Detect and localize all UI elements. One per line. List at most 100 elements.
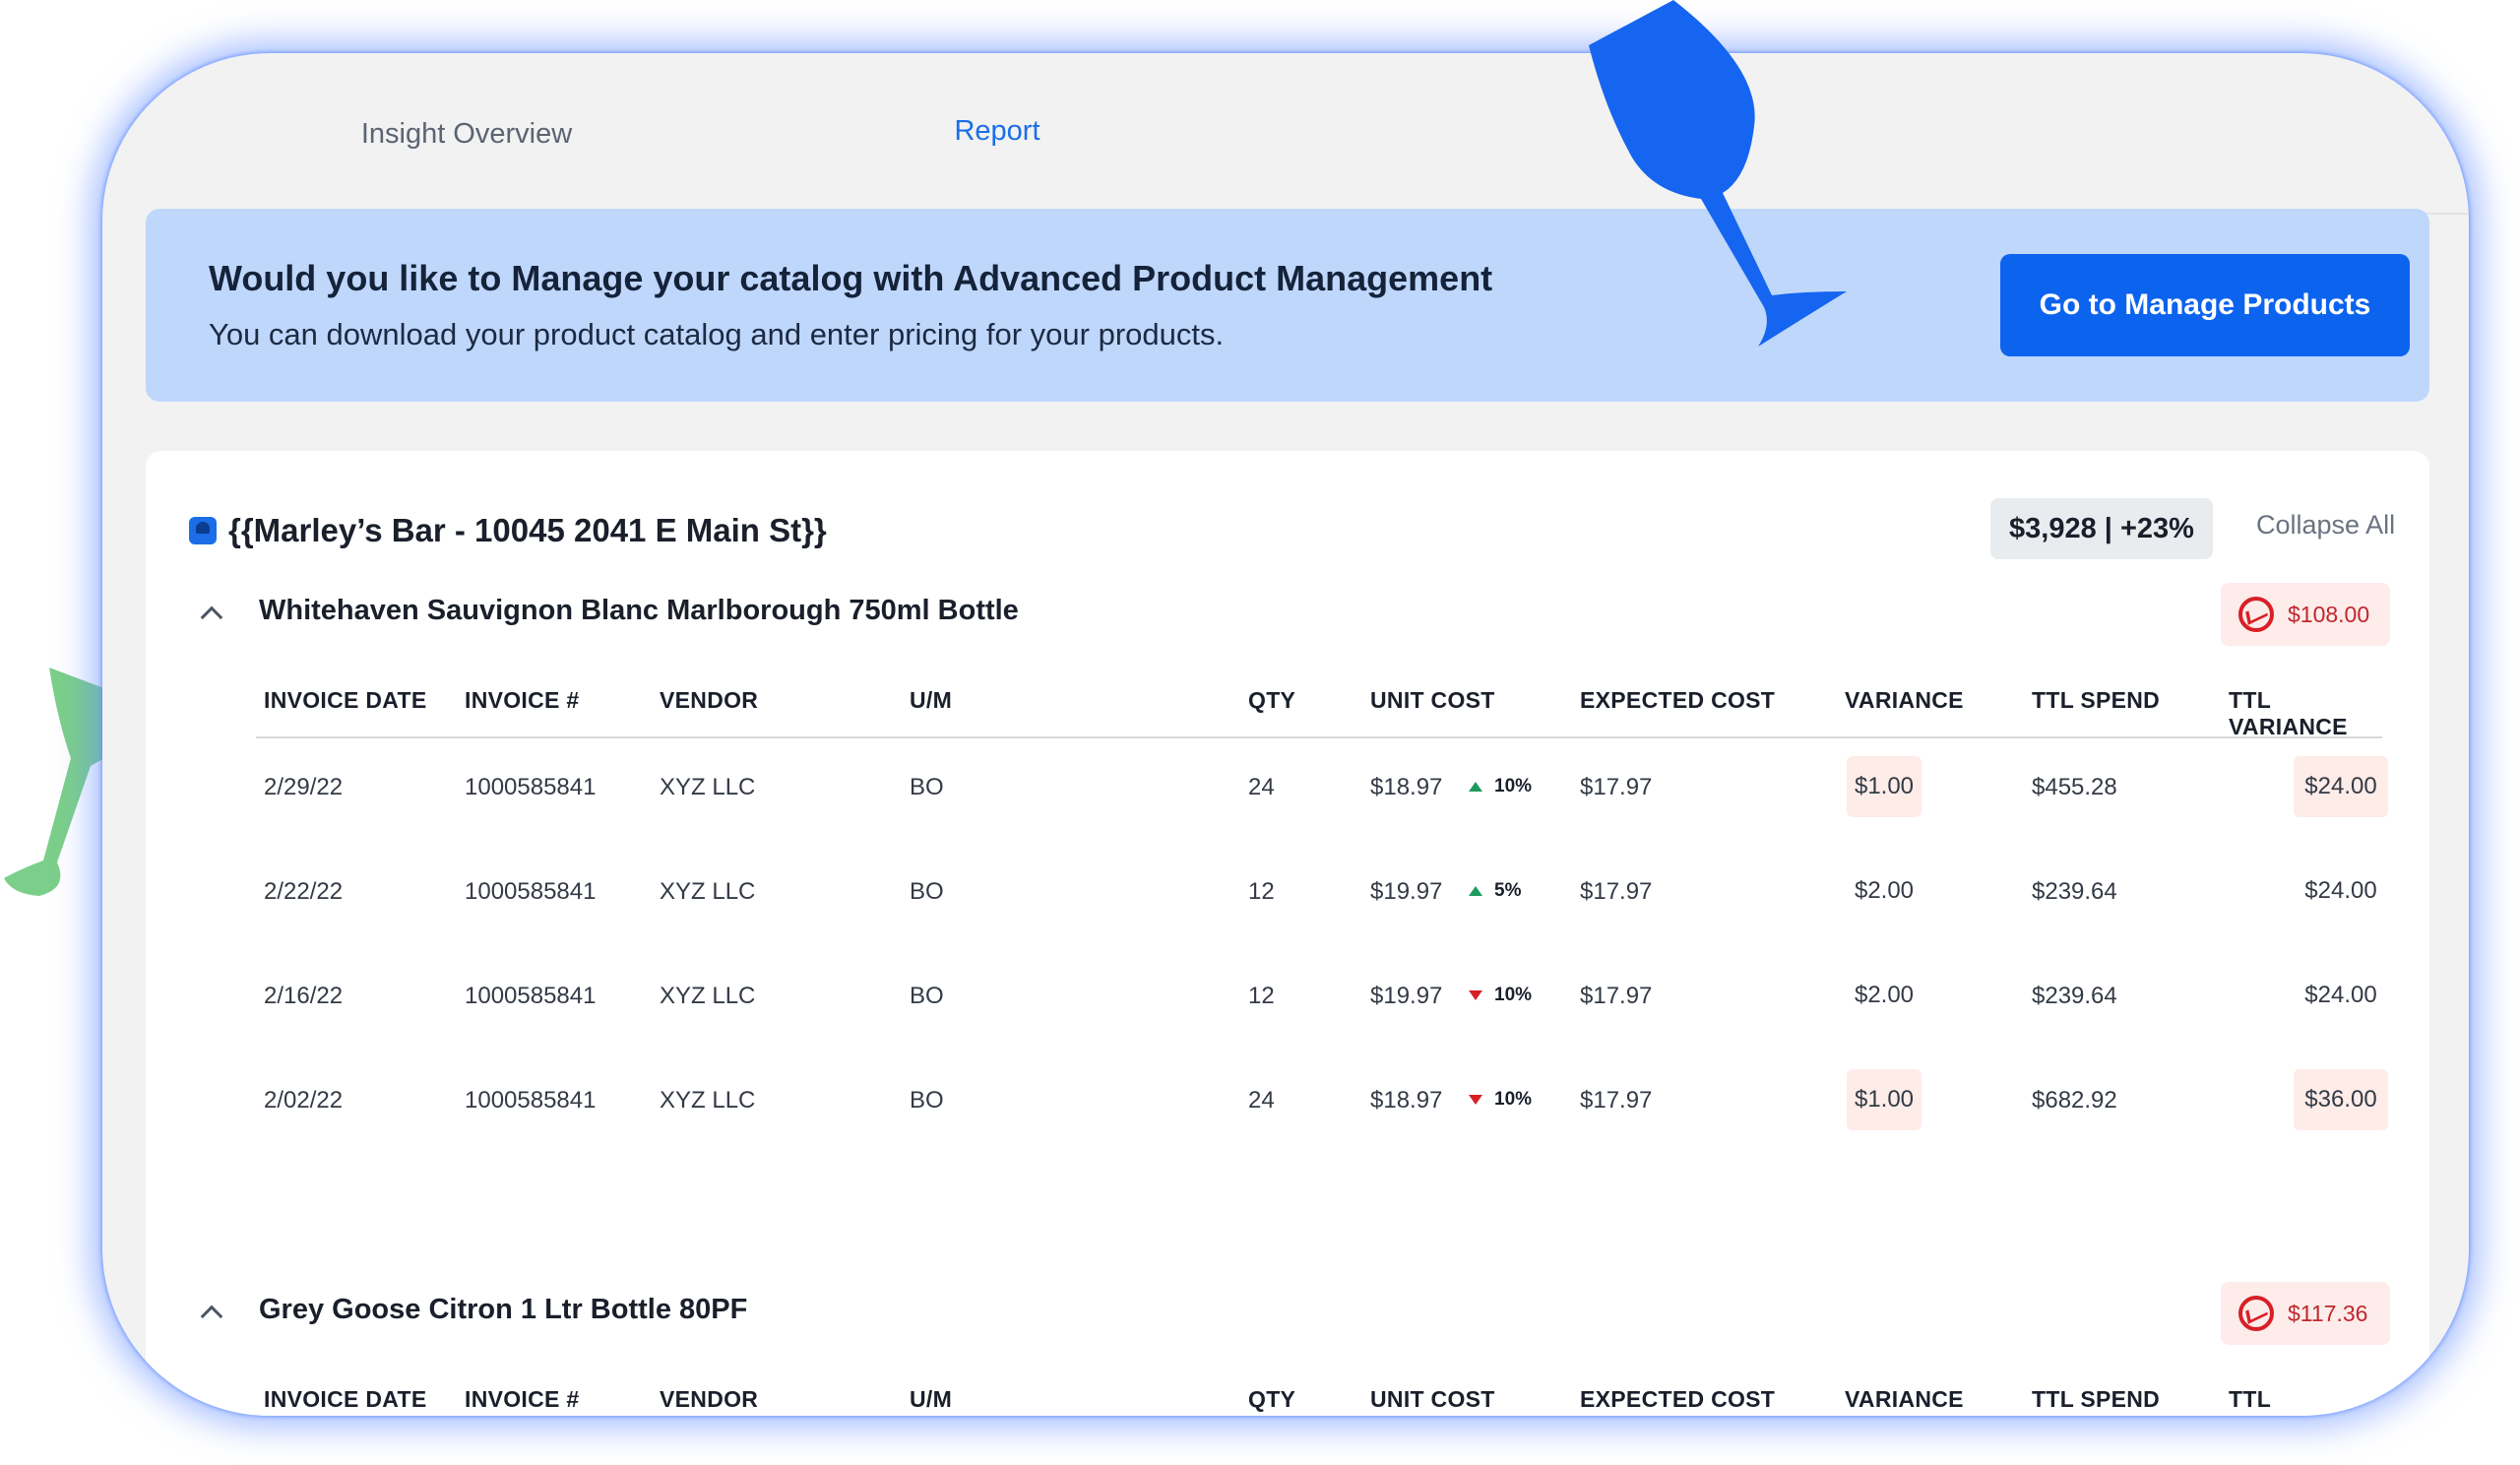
column-header: TTL SPEND: [2032, 687, 2161, 713]
ttl-variance-cell: $36.00: [2294, 1069, 2388, 1130]
price-trend: 10%: [1469, 985, 1532, 1006]
qty-cell: 24: [1248, 774, 1275, 800]
trend-percent: 10%: [1494, 776, 1533, 796]
alert-amount: $108.00: [2288, 601, 2370, 627]
tab-insight-overview[interactable]: Insight Overview: [360, 117, 573, 150]
expected-cell: $17.97: [1580, 1087, 1653, 1114]
ttl-variance-cell: $24.00: [2294, 756, 2388, 817]
invoice-cell: 1000585841: [465, 1087, 597, 1114]
expected-cell: $17.97: [1580, 983, 1653, 1009]
ttl-variance-cell: $24.00: [2304, 877, 2377, 904]
column-header: VARIANCE: [1845, 687, 1964, 713]
invoice-cell: 1000585841: [465, 983, 597, 1009]
column-header: UNIT COST: [1370, 687, 1495, 713]
variance-cell: $1.00: [1847, 1069, 1922, 1130]
variance-alert-badge[interactable]: $117.36: [2221, 1282, 2390, 1345]
qty-cell: 12: [1248, 983, 1275, 1009]
price-trend: 10%: [1469, 776, 1532, 797]
alert-amount: $117.36: [2288, 1300, 2368, 1326]
price-trend: 10%: [1469, 1089, 1532, 1111]
column-header: VENDOR: [660, 1386, 759, 1412]
column-header: TTL SPEND: [2032, 1386, 2161, 1412]
collapse-all-button[interactable]: Collapse All: [2256, 510, 2396, 540]
expected-cell: $17.97: [1580, 878, 1653, 905]
vendor-cell: XYZ LLC: [660, 1087, 756, 1114]
table-header: INVOICE DATE INVOICE # VENDOR U/M QTY UNIT CO…: [256, 669, 2382, 739]
table-row[interactable]: 2/02/22 1000585841 XYZ LLC BO 24 $18.97 $17.97…: [256, 1057, 2388, 1142]
invoice-cell: 1000585841: [465, 774, 597, 800]
column-header: EXPECTED COST: [1580, 1386, 1776, 1412]
column-header: INVOICE #: [465, 1386, 580, 1412]
location-name: {{Marley’s Bar - 10045 2041 E Main St}}: [228, 512, 827, 548]
ttl-spend-cell: $682.92: [2032, 1087, 2117, 1114]
trend-percent: 10%: [1494, 1089, 1533, 1110]
trend-down-icon: [1469, 990, 1482, 1000]
variance-alert-badge[interactable]: $108.00: [2221, 583, 2390, 646]
banner-subtitle: You can download your product catalog an…: [209, 317, 1225, 351]
column-header: TTL VARIANCE: [2229, 687, 2348, 739]
um-cell: BO: [910, 1087, 944, 1114]
product-name: Grey Goose Citron 1 Ltr Bottle 80PF: [259, 1294, 748, 1325]
app-frame: Insight Overview Report Would you like t…: [102, 53, 2469, 1416]
date-cell: 2/29/22: [264, 774, 344, 800]
expected-cell: $17.97: [1580, 774, 1653, 800]
tab-report[interactable]: Report: [778, 53, 1217, 215]
column-header: INVOICE #: [465, 687, 580, 713]
table-row[interactable]: 2/16/22 1000585841 XYZ LLC BO 12 $19.97 $17.97…: [256, 953, 2382, 1038]
go-to-manage-products-button[interactable]: Go to Manage Products: [2000, 254, 2410, 356]
vendor-cell: XYZ LLC: [660, 983, 756, 1009]
invoice-cell: 1000585841: [465, 878, 597, 905]
banner-title: Would you like to Manage your catalog wi…: [209, 258, 1493, 298]
variance-cell: $2.00: [1854, 877, 1915, 904]
ttl-variance-cell: $24.00: [2304, 982, 2377, 1008]
trend-percent: 10%: [1494, 985, 1533, 1005]
unit-cost-cell: $18.97: [1370, 1087, 1443, 1114]
store-icon: [189, 517, 217, 544]
column-header: U/M: [910, 687, 953, 713]
trend-up-icon: [1469, 886, 1482, 896]
ttl-spend-cell: $455.28: [2032, 774, 2117, 800]
um-cell: BO: [910, 878, 944, 905]
column-header: VENDOR: [660, 687, 759, 713]
chevron-up-icon[interactable]: [195, 1296, 228, 1329]
date-cell: 2/22/22: [264, 878, 344, 905]
um-cell: BO: [910, 774, 944, 800]
qty-cell: 12: [1248, 878, 1275, 905]
column-header: UNIT COST: [1370, 1386, 1495, 1412]
tab-bar: Insight Overview Report: [250, 53, 2469, 215]
report-card: {{Marley’s Bar - 10045 2041 E Main St}} …: [146, 451, 2429, 1416]
um-cell: BO: [910, 983, 944, 1009]
price-trend: 5%: [1469, 880, 1521, 902]
column-header: QTY: [1248, 1386, 1296, 1412]
variance-cell: $1.00: [1847, 756, 1922, 817]
location-header: {{Marley’s Bar - 10045 2041 E Main St}}: [189, 512, 827, 549]
trend-down-icon: [1469, 1095, 1482, 1105]
unit-cost-cell: $19.97: [1370, 983, 1443, 1009]
vendor-cell: XYZ LLC: [660, 774, 756, 800]
column-header: TTL VARIANCE: [2229, 1386, 2348, 1416]
wine-glass-icon: [1589, 0, 1847, 347]
trend-alert-icon: [2238, 597, 2274, 632]
promo-banner: Would you like to Manage your catalog wi…: [146, 209, 2429, 402]
table-row[interactable]: 2/22/22 1000585841 XYZ LLC BO 12 $19.97 $17.97…: [256, 849, 2382, 933]
unit-cost-cell: $19.97: [1370, 878, 1443, 905]
chevron-up-icon[interactable]: [195, 597, 228, 630]
table-row[interactable]: 2/29/22 1000585841 XYZ LLC BO 24 $18.97 $17.97…: [256, 744, 2388, 829]
unit-cost-cell: $18.97: [1370, 774, 1443, 800]
column-header: INVOICE DATE: [264, 1386, 427, 1412]
trend-up-icon: [1469, 782, 1482, 792]
column-header: QTY: [1248, 687, 1296, 713]
trend-alert-icon: [2238, 1296, 2274, 1331]
trend-percent: 5%: [1494, 880, 1522, 901]
date-cell: 2/02/22: [264, 1087, 344, 1114]
vendor-cell: XYZ LLC: [660, 878, 756, 905]
ttl-spend-cell: $239.64: [2032, 878, 2117, 905]
column-header: VARIANCE: [1845, 1386, 1964, 1412]
variance-cell: $2.00: [1854, 982, 1915, 1008]
table-header: INVOICE DATE INVOICE # VENDOR U/M QTY UNIT CO…: [256, 1369, 2382, 1416]
column-header: INVOICE DATE: [264, 687, 427, 713]
ttl-spend-cell: $239.64: [2032, 983, 2117, 1009]
qty-cell: 24: [1248, 1087, 1275, 1114]
product-name: Whitehaven Sauvignon Blanc Marlborough 7…: [259, 595, 1019, 626]
